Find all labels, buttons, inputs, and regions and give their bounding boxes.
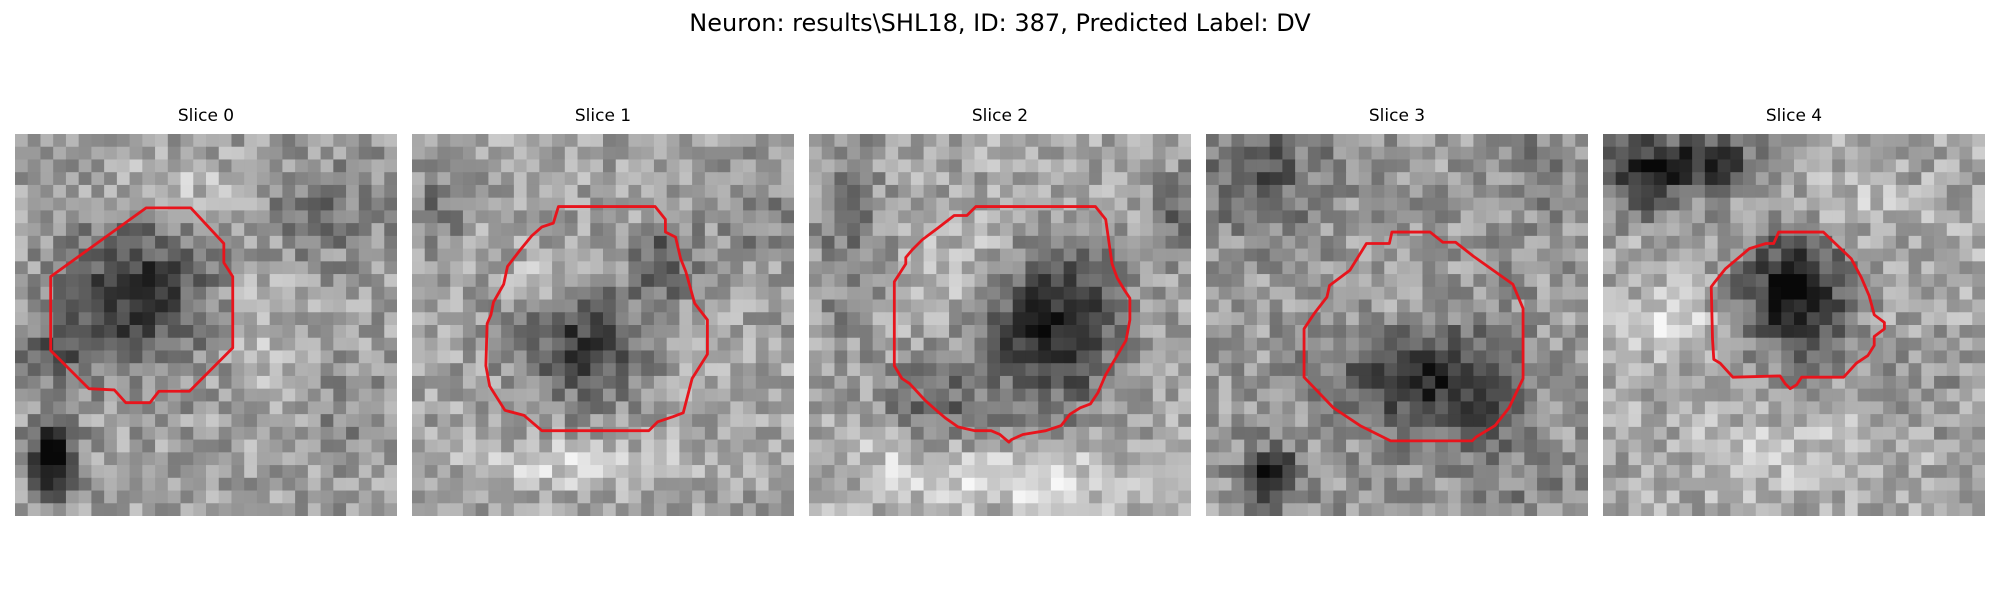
slice-image xyxy=(412,134,794,516)
neuron-contour xyxy=(892,205,1132,444)
slice-panel-1: Slice 1 xyxy=(412,105,794,516)
neuron-contour xyxy=(484,205,709,433)
slice-title: Slice 3 xyxy=(1368,106,1426,126)
grayscale-pixels xyxy=(1603,134,1985,516)
slice-panel-0: Slice 0 xyxy=(15,105,397,516)
slice-image xyxy=(15,134,397,516)
slice-image xyxy=(1206,134,1588,516)
figure-title: Neuron: results\SHL18, ID: 387, Predicte… xyxy=(689,9,1311,37)
slice-image xyxy=(1603,134,1985,516)
neuron-contour xyxy=(1709,230,1886,391)
slice-title: Slice 2 xyxy=(971,106,1029,126)
slice-image xyxy=(809,134,1191,516)
grayscale-pixels xyxy=(412,134,794,516)
slice-title: Slice 1 xyxy=(574,106,632,126)
slice-title: Slice 0 xyxy=(177,106,235,126)
grayscale-pixels xyxy=(1206,134,1588,516)
grayscale-pixels xyxy=(15,134,397,516)
slice-panel-4: Slice 4 xyxy=(1603,105,1985,516)
neuron-contour xyxy=(1302,230,1525,443)
neuron-contour xyxy=(49,206,235,405)
slice-panel-3: Slice 3 xyxy=(1206,105,1588,516)
slice-panel-2: Slice 2 xyxy=(809,105,1191,516)
slice-title: Slice 4 xyxy=(1765,106,1823,126)
grayscale-pixels xyxy=(809,134,1191,516)
